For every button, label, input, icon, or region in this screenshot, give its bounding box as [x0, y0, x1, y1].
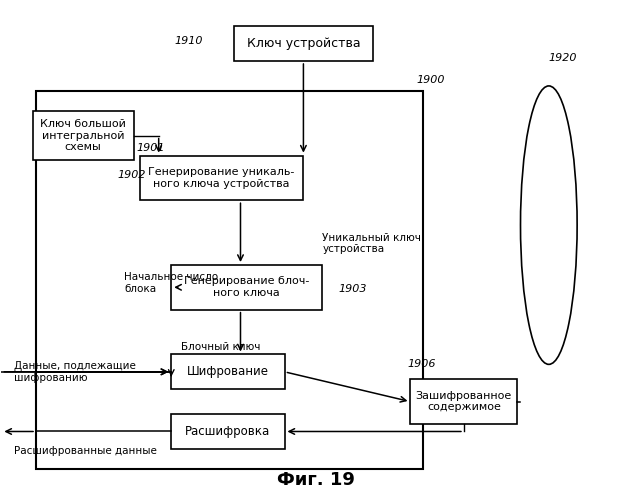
Text: Расшифровка: Расшифровка — [185, 425, 270, 438]
Ellipse shape — [521, 86, 577, 364]
FancyBboxPatch shape — [33, 111, 133, 160]
Text: Блочный ключ: Блочный ключ — [181, 342, 260, 352]
Text: Расшифрованные данные: Расшифрованные данные — [14, 446, 157, 456]
Text: Шифрование: Шифрование — [187, 366, 269, 378]
Text: 1906: 1906 — [407, 359, 435, 369]
Text: Данные, подлежащие
шифрованию: Данные, подлежащие шифрованию — [14, 361, 136, 382]
Text: Уникальный ключ
устройства: Уникальный ключ устройства — [322, 232, 421, 254]
FancyBboxPatch shape — [171, 414, 284, 449]
Text: Ключ устройства: Ключ устройства — [246, 37, 360, 50]
Text: 1910: 1910 — [174, 36, 203, 46]
Text: Фиг. 19: Фиг. 19 — [277, 470, 355, 488]
FancyBboxPatch shape — [234, 26, 373, 61]
Text: Начальное число
блока: Начальное число блока — [124, 272, 218, 294]
FancyBboxPatch shape — [140, 156, 303, 200]
FancyBboxPatch shape — [36, 91, 423, 469]
Text: 1903: 1903 — [338, 284, 367, 294]
Text: Генерирование блоч-
ного ключа: Генерирование блоч- ного ключа — [184, 276, 310, 298]
Text: Ключ большой
интегральной
схемы: Ключ большой интегральной схемы — [40, 119, 126, 152]
Text: 1902: 1902 — [118, 170, 146, 180]
FancyBboxPatch shape — [171, 265, 322, 310]
Text: Зашифрованное
содержимое: Зашифрованное содержимое — [416, 391, 512, 412]
Text: 1920: 1920 — [549, 53, 577, 63]
FancyBboxPatch shape — [410, 380, 518, 424]
Text: 1901: 1901 — [137, 142, 165, 152]
Text: Генерирование уникаль-
ного ключа устройства: Генерирование уникаль- ного ключа устрой… — [149, 167, 295, 188]
Text: 1900: 1900 — [416, 76, 445, 86]
FancyBboxPatch shape — [171, 354, 284, 389]
